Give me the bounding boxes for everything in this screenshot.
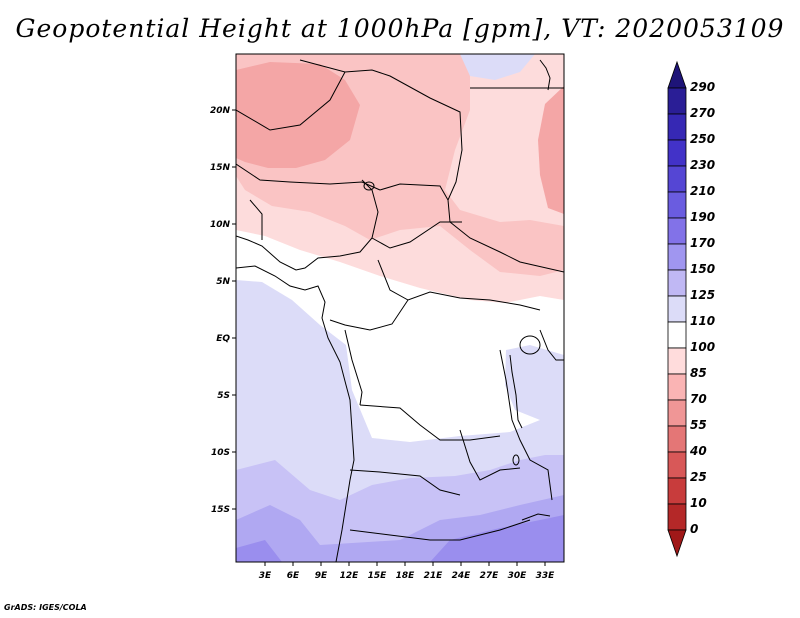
lon-tick-label: 33E (536, 571, 556, 581)
field-band-110-northeast (460, 54, 535, 80)
lon-tick-label: 21E (424, 571, 444, 581)
lat-tick-label: 20N (210, 106, 231, 116)
colorbar-swatch (667, 295, 687, 323)
colorbar-swatch (667, 529, 687, 558)
colorbar-label: 25 (690, 470, 707, 484)
colorbar-swatch (667, 269, 687, 297)
colorbar-label: 100 (690, 340, 715, 354)
colorbar-swatch (667, 451, 687, 479)
colorbar-swatch (667, 60, 687, 89)
lon-tick-label: 30E (508, 571, 528, 581)
colorbar-label: 210 (690, 184, 715, 198)
lon-tick-label: 6E (287, 571, 300, 581)
colorbar-swatch (667, 373, 687, 401)
colorbar-swatch (667, 503, 687, 531)
colorbar-swatch (667, 87, 687, 115)
colorbar-swatch (667, 243, 687, 271)
lakes (363, 181, 551, 521)
colorbar-label: 230 (690, 158, 715, 172)
colorbar: 290 270 250 230 210 190 170 150 125 110 … (667, 60, 715, 558)
field-band-70-west (236, 62, 360, 168)
country-borders (236, 59, 564, 541)
lon-axis: 3E 6E 9E 12E 15E 18E 21E 24E 27E 30E 33E (259, 562, 555, 581)
lat-tick-label: 10N (210, 220, 231, 230)
colorbar-label: 250 (690, 132, 715, 146)
field-band-170-southeast (236, 515, 564, 562)
colorbar-swatch (667, 191, 687, 219)
grads-credit: GrADS: IGES/COLA (4, 603, 87, 612)
lon-tick-label: 24E (452, 571, 472, 581)
field-band-110-rift (505, 345, 564, 420)
colorbar-swatch (667, 347, 687, 375)
lat-tick-label: 10S (211, 448, 230, 458)
field-band-70-east (538, 86, 564, 214)
colorbar-label: 85 (690, 366, 707, 380)
colorbar-label: 0 (690, 522, 698, 536)
lon-tick-label: 12E (340, 571, 360, 581)
lon-tick-label: 18E (396, 571, 416, 581)
coastline (236, 59, 551, 562)
colorbar-label: 270 (690, 106, 715, 120)
colorbar-label: 110 (690, 314, 715, 328)
colorbar-swatch (667, 477, 687, 505)
lat-tick-label: 15N (210, 163, 231, 173)
lat-tick-label: 5N (216, 277, 230, 287)
colorbar-swatch (667, 139, 687, 167)
colorbar-swatch (667, 113, 687, 141)
lat-tick-label: 5S (217, 391, 230, 401)
colorbar-swatch (667, 425, 687, 453)
lon-tick-label: 27E (480, 571, 500, 581)
height-field (236, 54, 564, 562)
colorbar-swatch (667, 217, 687, 245)
lat-axis: 20N 15N 10N 5N EQ 5S 10S 15S (210, 106, 236, 515)
lat-tick-label: 15S (211, 505, 230, 515)
colorbar-swatch (667, 321, 687, 349)
colorbar-label: 150 (690, 262, 715, 276)
colorbar-label: 55 (690, 418, 707, 432)
lat-tick-label: EQ (216, 334, 230, 344)
map-frame (235, 53, 565, 563)
map-title: Geopotential Height at 1000hPa [gpm], VT… (15, 14, 785, 43)
colorbar-label: 70 (690, 392, 707, 406)
colorbar-swatch (667, 399, 687, 427)
lon-tick-label: 9E (315, 571, 328, 581)
colorbar-label: 170 (690, 236, 715, 250)
colorbar-label: 190 (690, 210, 715, 224)
lon-tick-label: 3E (259, 571, 272, 581)
colorbar-label: 290 (690, 80, 715, 94)
colorbar-label: 125 (690, 288, 715, 302)
lon-tick-label: 15E (368, 571, 388, 581)
colorbar-swatch (667, 165, 687, 193)
colorbar-label: 40 (689, 444, 707, 458)
colorbar-label: 10 (690, 496, 707, 510)
